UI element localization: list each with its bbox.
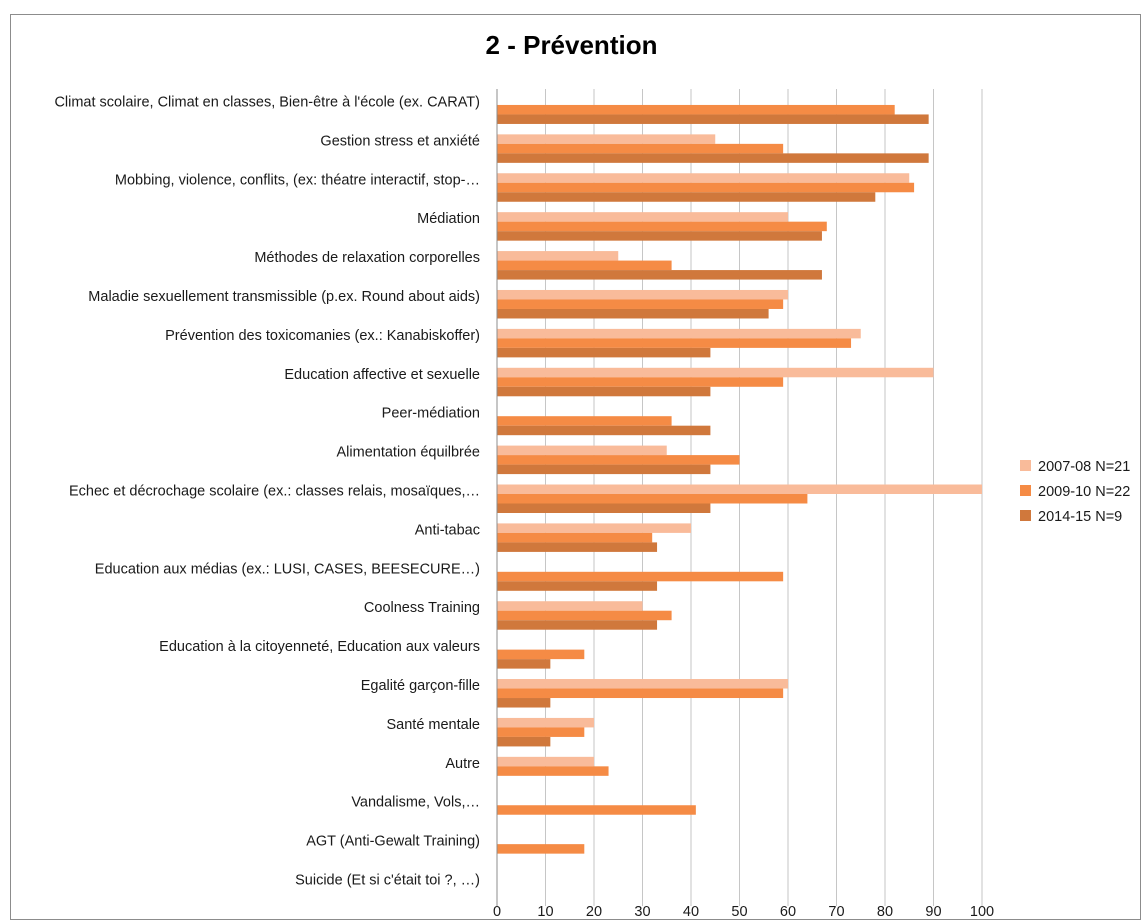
- bar: [497, 328, 861, 339]
- x-tick-label: 50: [731, 904, 747, 920]
- bar: [497, 805, 696, 815]
- bar: [497, 698, 551, 708]
- category-label: Echec et décrochage scolaire (ex.: class…: [69, 484, 480, 500]
- bar: [497, 727, 585, 737]
- bar: [497, 289, 788, 300]
- bar: [497, 659, 551, 669]
- bar: [497, 173, 910, 183]
- bar: [497, 377, 784, 387]
- bar: [497, 532, 653, 543]
- bar: [497, 416, 672, 426]
- bar: [497, 221, 827, 232]
- bar: [497, 445, 667, 456]
- x-tick-label: 90: [925, 904, 941, 920]
- chart-frame: [10, 14, 1141, 920]
- category-label: Autre: [445, 756, 480, 772]
- category-label: Maladie sexuellement transmissible (p.ex…: [88, 289, 480, 305]
- legend-swatch: [1020, 510, 1031, 521]
- bar: [497, 494, 808, 504]
- bar: [497, 425, 711, 436]
- category-label: Suicide (Et si c'était toi ?, …): [295, 873, 480, 889]
- category-label: Gestion stress et anxiété: [320, 133, 480, 149]
- category-label: Peer-médiation: [382, 406, 480, 422]
- bar: [497, 844, 585, 854]
- bar: [497, 679, 788, 689]
- category-label: Santé mentale: [386, 717, 480, 733]
- category-label: AGT (Anti-Gewalt Training): [306, 834, 480, 850]
- bar: [497, 484, 982, 494]
- x-tick-label: 0: [493, 904, 501, 920]
- x-tick-label: 20: [586, 904, 602, 920]
- bar: [497, 756, 594, 767]
- category-label: Education aux médias (ex.: LUSI, CASES, …: [95, 561, 480, 577]
- bar: [497, 134, 716, 144]
- bar: [497, 455, 740, 465]
- bar: [497, 601, 643, 611]
- bar: [497, 610, 672, 621]
- category-label: Education affective et sexuelle: [284, 367, 480, 383]
- bar: [497, 542, 658, 552]
- bar: [497, 717, 594, 728]
- bar: [497, 251, 619, 261]
- category-label: Coolness Training: [364, 600, 480, 616]
- bar: [497, 523, 691, 533]
- category-label: Education à la citoyenneté, Education au…: [159, 639, 480, 655]
- bar: [497, 649, 585, 660]
- category-label: Egalité garçon-fille: [361, 678, 480, 694]
- bar: [497, 464, 711, 475]
- bar: [497, 571, 784, 582]
- bar: [497, 503, 711, 513]
- bar: [497, 231, 822, 241]
- category-label: Prévention des toxicomanies (ex.: Kanabi…: [165, 328, 480, 344]
- bar: [497, 104, 895, 115]
- bar: [497, 766, 609, 776]
- chart-title: 2 - Prévention: [485, 30, 658, 60]
- category-label: Alimentation équilbrée: [337, 445, 480, 461]
- legend-label: 2007-08 N=21: [1038, 459, 1130, 475]
- bar: [497, 338, 852, 348]
- legend-swatch: [1020, 460, 1031, 471]
- x-tick-label: 80: [877, 904, 893, 920]
- bar: [497, 299, 784, 309]
- bar: [497, 192, 876, 202]
- category-label: Médiation: [417, 211, 480, 227]
- bar: [497, 270, 822, 280]
- legend-swatch: [1020, 485, 1031, 496]
- x-tick-label: 70: [828, 904, 844, 920]
- x-tick-label: 100: [970, 904, 994, 920]
- category-label: Méthodes de relaxation corporelles: [254, 250, 480, 266]
- bar: [497, 182, 915, 193]
- bar: [497, 143, 784, 154]
- bar: [497, 212, 788, 222]
- bar: [497, 153, 929, 163]
- category-label: Anti-tabac: [415, 522, 480, 538]
- bar: [497, 308, 769, 319]
- legend-label: 2009-10 N=22: [1038, 484, 1130, 500]
- bar: [497, 114, 929, 124]
- bar: [497, 347, 711, 358]
- bar: [497, 620, 658, 630]
- x-tick-label: 60: [780, 904, 796, 920]
- bar: [497, 688, 784, 699]
- category-label: Mobbing, violence, conflits, (ex: théatr…: [115, 172, 480, 188]
- x-tick-label: 40: [683, 904, 699, 920]
- bar: [497, 386, 711, 397]
- x-tick-label: 30: [634, 904, 650, 920]
- bar: [497, 581, 658, 591]
- legend-label: 2014-15 N=9: [1038, 509, 1122, 525]
- bar: [497, 367, 934, 378]
- bar: [497, 736, 551, 747]
- x-tick-label: 10: [537, 904, 553, 920]
- category-label: Vandalisme, Vols,…: [351, 795, 480, 811]
- category-label: Climat scolaire, Climat en classes, Bien…: [54, 94, 480, 110]
- bar: [497, 260, 672, 271]
